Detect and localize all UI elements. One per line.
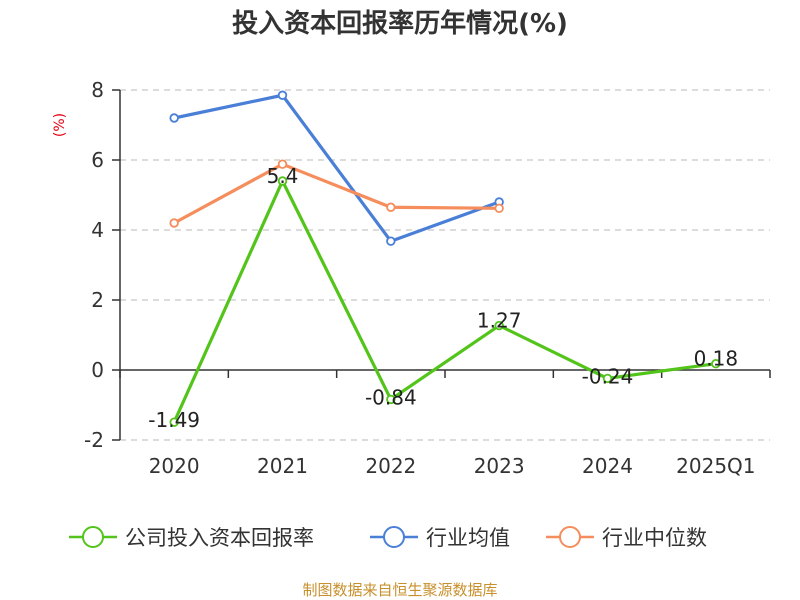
series-lines [169, 90, 721, 427]
data-label: 5.4 [267, 164, 299, 188]
data-point [277, 159, 288, 169]
y-tick-label: 8 [91, 78, 104, 102]
legend-marker [383, 526, 405, 548]
y-tick-label: 0 [91, 358, 104, 382]
y-tick-label: 4 [91, 218, 104, 242]
data-point [169, 417, 179, 427]
y-axis-label: (%) [52, 113, 68, 137]
x-tick-label: 2025Q1 [676, 454, 755, 478]
data-point [494, 203, 504, 213]
data-point [386, 236, 396, 246]
data-label: -0.24 [582, 364, 634, 388]
data-point [711, 359, 721, 369]
axes: -2 0 2 4 6 8 2020 2021 2022 2023 2024 2025Q1 [84, 78, 771, 478]
data-point [169, 218, 179, 228]
x-tick-label: 2022 [365, 454, 416, 478]
legend-marker [559, 526, 581, 548]
legend: 公司投入资本回报率 行业均值 行业中位数 [69, 526, 707, 550]
legend-label: 行业均值 [426, 526, 510, 550]
data-labels: -1.49 5.4 -0.84 1.27 -0.24 0.18 [148, 164, 738, 432]
grid [120, 89, 770, 441]
data-point [277, 176, 288, 186]
data-label: -0.84 [365, 385, 417, 409]
chart-title: 投入资本回报率历年情况(%) [232, 8, 568, 39]
data-label: 1.27 [477, 309, 522, 333]
data-point [494, 320, 504, 331]
y-tick-label: -2 [84, 428, 104, 452]
series-line [173, 162, 500, 225]
x-tick-label: 2021 [257, 454, 308, 478]
source-note: 制图数据来自恒生聚源数据库 [302, 581, 497, 599]
data-label: 0.18 [694, 347, 739, 371]
data-label: -1.49 [148, 408, 200, 432]
data-point [386, 202, 396, 212]
legend-label: 公司投入资本回报率 [125, 526, 314, 550]
legend-label: 行业中位数 [602, 526, 707, 550]
series-line [173, 93, 500, 243]
legend-marker [82, 526, 104, 548]
data-point [169, 113, 179, 123]
y-tick-label: 6 [91, 148, 104, 172]
y-tick-label: 2 [91, 288, 104, 312]
data-point [386, 394, 396, 405]
x-tick-label: 2024 [582, 454, 633, 478]
series-line [172, 179, 717, 423]
data-point [602, 373, 613, 384]
x-tick-label: 2023 [474, 454, 525, 478]
x-tick-label: 2020 [149, 454, 200, 478]
data-point [277, 90, 288, 100]
